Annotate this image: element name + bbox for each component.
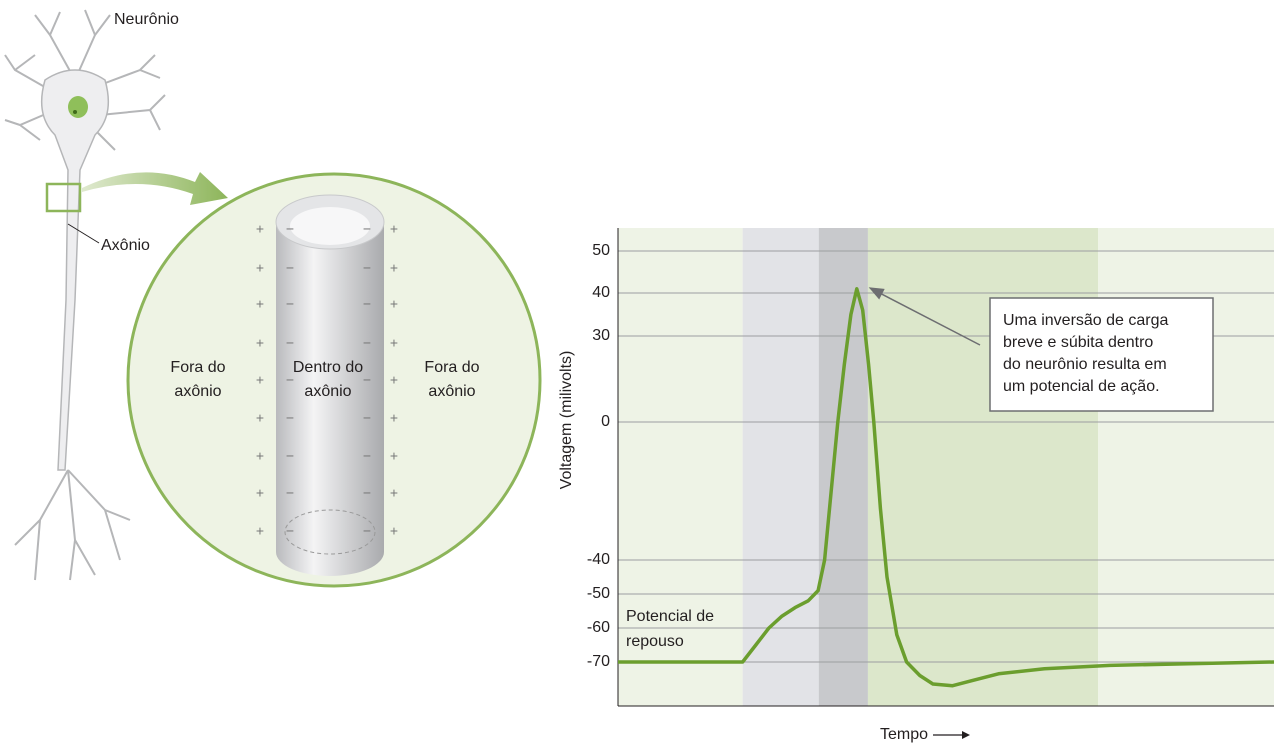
inner-charge: − bbox=[363, 260, 371, 276]
resting-label: repouso bbox=[626, 633, 684, 650]
y-tick-label: -50 bbox=[587, 585, 610, 602]
inner-charge: − bbox=[363, 448, 371, 464]
phase-band bbox=[743, 228, 819, 706]
inner-charge: − bbox=[363, 296, 371, 312]
outer-charge: + bbox=[256, 410, 264, 426]
inner-charge: − bbox=[286, 296, 294, 312]
outer-charge: + bbox=[390, 485, 398, 501]
inside-label: axônio bbox=[304, 383, 351, 400]
inner-charge: − bbox=[286, 523, 294, 539]
inner-charge: − bbox=[286, 260, 294, 276]
outer-charge: + bbox=[390, 221, 398, 237]
outer-charge: + bbox=[256, 372, 264, 388]
y-tick-label: -40 bbox=[587, 551, 610, 568]
outer-charge: + bbox=[256, 485, 264, 501]
annotation-text: breve e súbita dentro bbox=[1003, 334, 1153, 351]
x-axis-title: Tempo bbox=[880, 726, 928, 743]
axon-label: Axônio bbox=[101, 237, 150, 254]
outside-label: axônio bbox=[174, 383, 221, 400]
outside-label: Fora do bbox=[424, 359, 479, 376]
inner-charge: − bbox=[363, 523, 371, 539]
inner-charge: − bbox=[286, 485, 294, 501]
inside-label: Dentro do bbox=[293, 359, 363, 376]
annotation-text: um potencial de ação. bbox=[1003, 378, 1160, 395]
figure: Neurônio Axônio -70 -60 -50 -40 0 30 40 50 Volta… bbox=[0, 0, 1274, 746]
outer-charge: + bbox=[256, 448, 264, 464]
outer-charge: + bbox=[390, 260, 398, 276]
inner-charge: − bbox=[286, 410, 294, 426]
inner-charge: − bbox=[286, 335, 294, 351]
inner-charge: − bbox=[363, 410, 371, 426]
outer-charge: + bbox=[390, 448, 398, 464]
inner-charge: − bbox=[363, 221, 371, 237]
y-tick-label: -70 bbox=[587, 653, 610, 670]
inner-charge: − bbox=[363, 335, 371, 351]
outer-charge: + bbox=[256, 296, 264, 312]
outer-charge: + bbox=[256, 523, 264, 539]
outer-charge: + bbox=[390, 410, 398, 426]
nucleolus bbox=[73, 110, 77, 114]
outer-charge: + bbox=[390, 335, 398, 351]
inner-charge: − bbox=[286, 448, 294, 464]
cylinder-hole bbox=[290, 207, 370, 245]
outer-charge: + bbox=[256, 335, 264, 351]
outside-label: axônio bbox=[428, 383, 475, 400]
y-axis-title: Voltagem (milivolts) bbox=[558, 351, 575, 490]
nucleus bbox=[68, 96, 88, 118]
neuron-label: Neurônio bbox=[114, 11, 179, 28]
outer-charge: + bbox=[256, 221, 264, 237]
y-tick-label: 40 bbox=[592, 284, 610, 301]
inner-charge: − bbox=[363, 372, 371, 388]
y-tick-label: -60 bbox=[587, 619, 610, 636]
inner-charge: − bbox=[363, 485, 371, 501]
x-axis-arrowhead bbox=[962, 731, 970, 739]
outer-charge: + bbox=[390, 372, 398, 388]
page: {"diagram": { "neuron_label": "Neurônio"… bbox=[0, 0, 1274, 746]
annotation-text: Uma inversão de carga bbox=[1003, 312, 1169, 329]
neuron-body bbox=[42, 70, 109, 470]
resting-label: Potencial de bbox=[626, 608, 714, 625]
outside-label: Fora do bbox=[170, 359, 225, 376]
inner-charge: − bbox=[286, 221, 294, 237]
y-tick-label: 30 bbox=[592, 327, 610, 344]
outer-charge: + bbox=[390, 296, 398, 312]
y-tick-label: 50 bbox=[592, 242, 610, 259]
outer-charge: + bbox=[390, 523, 398, 539]
outer-charge: + bbox=[256, 260, 264, 276]
annotation-text: do neurônio resulta em bbox=[1003, 356, 1167, 373]
y-tick-label: 0 bbox=[601, 413, 610, 430]
zoom-arrow bbox=[82, 172, 228, 205]
